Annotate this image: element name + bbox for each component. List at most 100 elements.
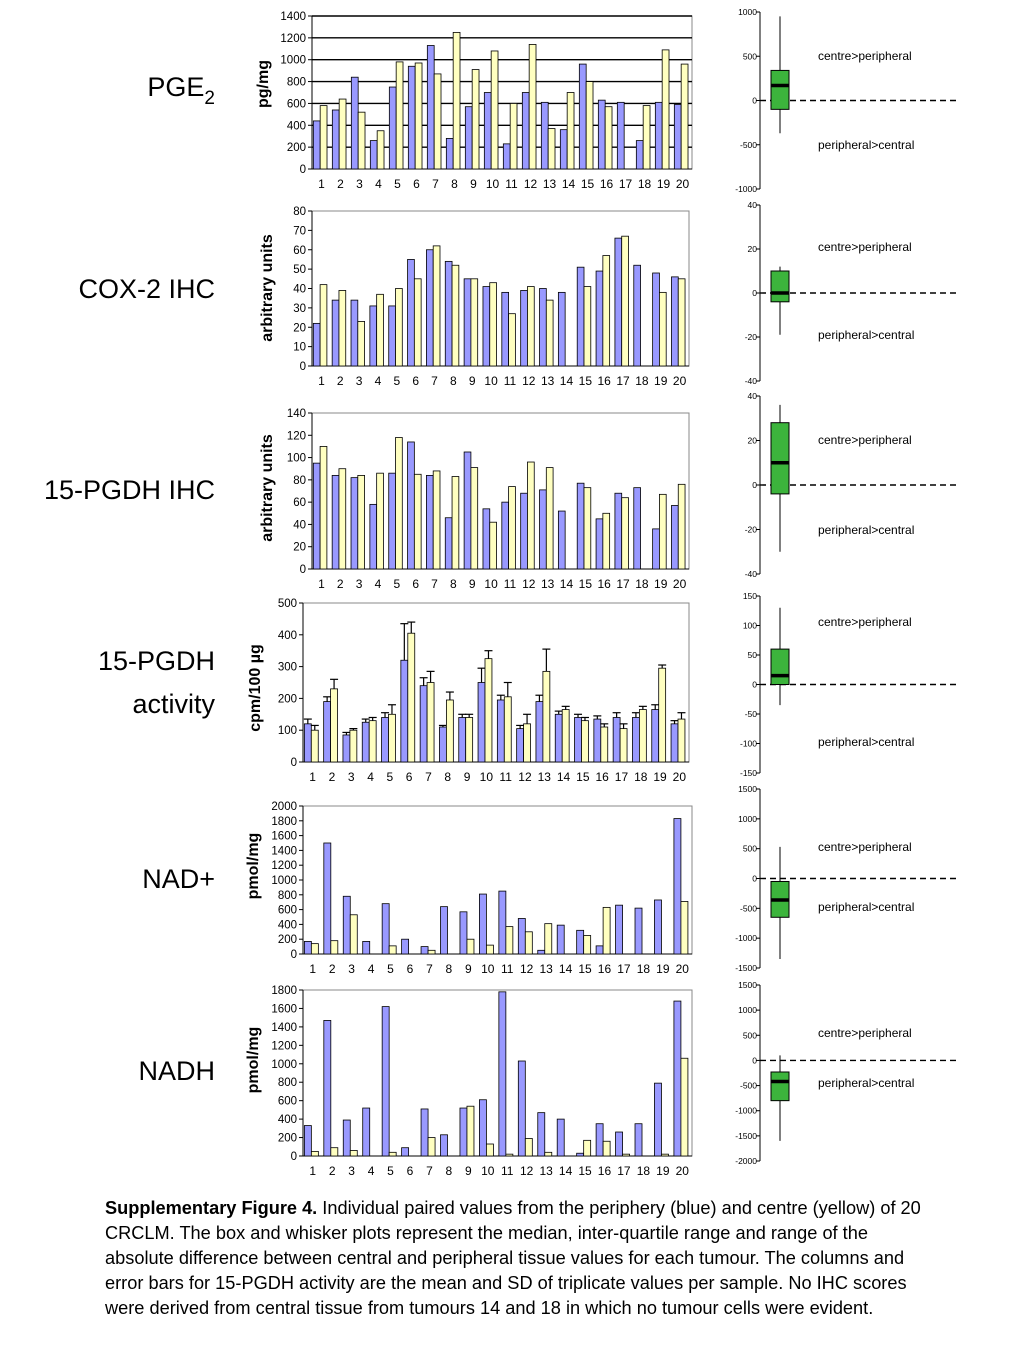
x-tick-label: 13 — [541, 374, 555, 388]
y-tick-label: 10 — [293, 342, 306, 354]
y-tick-label: 1000 — [280, 55, 306, 67]
bar-centre-15 — [583, 935, 592, 955]
bar-centre-11 — [503, 696, 512, 763]
bar-periphery-5 — [388, 472, 396, 570]
x-tick-label: 11 — [504, 374, 517, 388]
box-y-tick-label: 150 — [743, 591, 757, 601]
bar-centre-2 — [338, 290, 347, 367]
row-label-main: PGE — [147, 72, 204, 102]
y-axis-label: cpm/100 µg — [247, 644, 264, 731]
x-tick-label: 1 — [318, 577, 325, 591]
bar-periphery-19 — [651, 709, 660, 763]
y-tick-label: 0 — [300, 361, 306, 373]
bar-centre-17 — [619, 728, 628, 763]
bar-periphery-13 — [540, 101, 549, 170]
x-tick-label: 11 — [499, 770, 512, 784]
upper-region-label: centre>peripheral — [818, 840, 912, 854]
x-tick-label: 16 — [598, 1164, 612, 1178]
bar-centre-15 — [583, 286, 592, 367]
x-tick-label: 7 — [431, 577, 438, 591]
bar-centre-10 — [486, 1143, 494, 1157]
x-tick-label: 2 — [337, 177, 344, 191]
x-tick-label: 9 — [465, 1164, 472, 1178]
bar-centre-9 — [471, 69, 480, 170]
x-tick-label: 14 — [562, 177, 576, 191]
box-y-tick-label: 40 — [748, 391, 758, 401]
x-tick-label: 3 — [348, 1164, 355, 1178]
y-tick-label: 60 — [293, 245, 306, 257]
bar-centre-16 — [604, 106, 613, 170]
bar-centre-6 — [413, 278, 422, 367]
y-axis-label: pmol/mg — [245, 1027, 262, 1094]
box-y-tick-label: 0 — [752, 874, 757, 884]
figure-caption: Supplementary Figure 4. Individual paire… — [105, 1196, 935, 1321]
bar-periphery-17 — [616, 101, 625, 170]
bar-periphery-10 — [482, 286, 491, 367]
x-tick-label: 12 — [518, 770, 532, 784]
bar-centre-6 — [414, 62, 423, 170]
bar-centre-9 — [470, 278, 479, 367]
bar-periphery-8 — [440, 906, 448, 955]
y-tick-label: 1400 — [271, 1022, 297, 1034]
row-label: PGE2 — [147, 72, 215, 109]
bar-periphery-6 — [407, 441, 415, 570]
bar-periphery-11 — [501, 291, 510, 367]
box-y-tick-label: 0 — [752, 680, 757, 690]
chart-row-5: NAD+020040060080010001200140016001800200… — [142, 784, 958, 976]
row-label-subscript: 2 — [204, 88, 215, 109]
y-axis-label: arbitrary units — [259, 234, 276, 342]
bar-periphery-11 — [496, 699, 505, 763]
row-label-line-1: 15-PGDH — [98, 646, 215, 676]
x-tick-label: 13 — [543, 177, 557, 191]
row-label: NAD+ — [142, 864, 215, 894]
bar-periphery-7 — [420, 1108, 429, 1157]
y-tick-label: 200 — [287, 142, 306, 154]
x-tick-label: 16 — [600, 177, 614, 191]
x-tick-label: 19 — [654, 374, 668, 388]
y-tick-label: 100 — [287, 453, 306, 465]
bar-periphery-15 — [576, 482, 585, 570]
bar-centre-18 — [642, 105, 651, 170]
x-tick-label: 3 — [348, 770, 355, 784]
y-tick-label: 600 — [278, 1096, 297, 1108]
x-tick-label: 7 — [432, 177, 439, 191]
bar-periphery-16 — [595, 270, 604, 367]
box-y-tick-label: -500 — [740, 903, 757, 913]
bar-periphery-19 — [652, 272, 660, 367]
bar-periphery-13 — [535, 701, 544, 763]
bar-periphery-4 — [362, 1107, 371, 1157]
bar-centre-12 — [524, 931, 533, 955]
box-y-tick-label: 0 — [752, 96, 757, 106]
box-y-tick-label: -2000 — [735, 1156, 757, 1166]
y-tick-label: 800 — [287, 77, 306, 89]
x-tick-label: 2 — [337, 374, 344, 388]
y-tick-label: 600 — [278, 905, 297, 917]
bar-periphery-14 — [554, 713, 563, 763]
x-tick-label: 2 — [329, 962, 336, 976]
y-tick-label: 1400 — [271, 845, 297, 857]
y-tick-label: 200 — [278, 934, 297, 946]
bar-periphery-6 — [401, 938, 410, 955]
bar-centre-13 — [547, 128, 556, 170]
y-tick-label: 60 — [293, 497, 306, 509]
bar-periphery-18 — [635, 140, 644, 170]
bar-centre-17 — [621, 235, 629, 367]
bar-centre-9 — [465, 717, 474, 763]
box-y-tick-label: 100 — [743, 621, 757, 631]
y-tick-label: 20 — [293, 322, 306, 334]
bar-centre-10 — [486, 944, 494, 955]
bar-centre-19 — [659, 291, 667, 367]
bar-centre-19 — [661, 1153, 669, 1157]
x-tick-label: 1 — [318, 374, 325, 388]
bar-periphery-7 — [426, 249, 434, 367]
y-tick-label: 1000 — [271, 1059, 297, 1071]
bar-periphery-7 — [426, 474, 434, 570]
bar-centre-12 — [524, 1138, 533, 1157]
bar-periphery-10 — [477, 682, 486, 763]
x-tick-label: 5 — [387, 770, 394, 784]
bar-periphery-5 — [388, 305, 396, 367]
bar-periphery-17 — [614, 237, 623, 367]
box-y-tick-label: 0 — [752, 288, 757, 298]
